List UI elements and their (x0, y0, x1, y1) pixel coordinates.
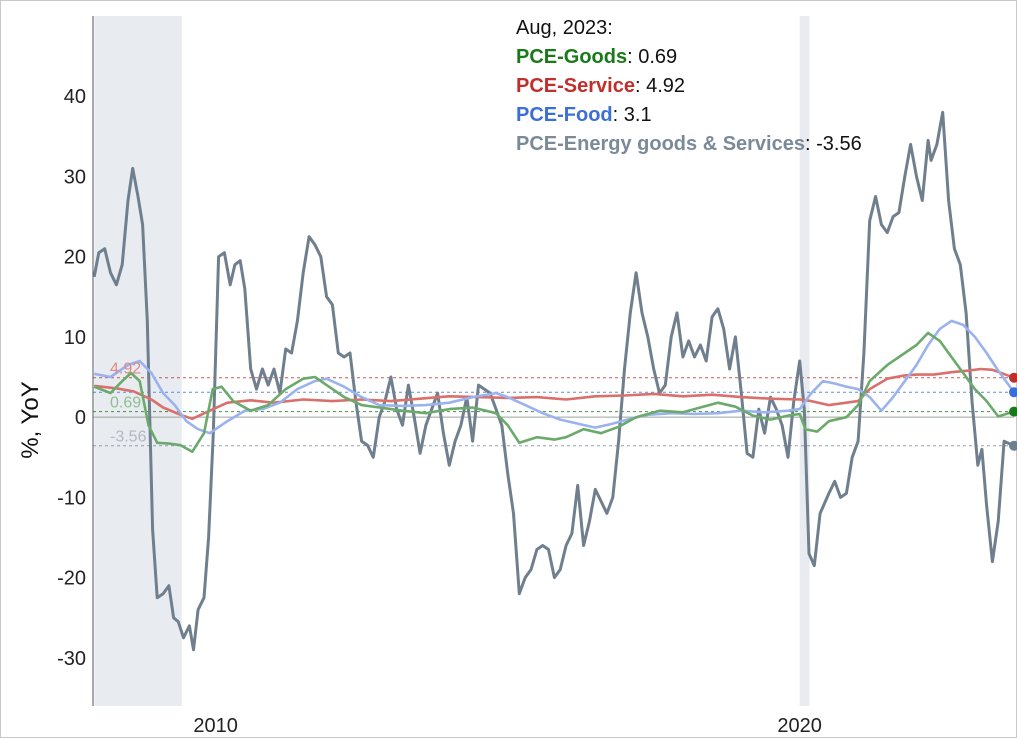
legend-item-food: PCE-Food: 3.1 (516, 104, 652, 126)
x-tick-label: 2020 (777, 715, 822, 737)
series-line-1 (94, 367, 1015, 421)
legend-item-service: PCE-Service: 4.92 (516, 75, 686, 97)
end-label-1: 0.69 (110, 395, 141, 412)
y-tick-label: -30 (57, 648, 86, 670)
y-tick-label: 40 (64, 86, 86, 108)
end-dot-2 (1009, 387, 1017, 398)
legend-value-service: 4.92 (646, 75, 686, 97)
end-dots (1009, 372, 1017, 451)
y-tick-label: 10 (64, 327, 86, 349)
recession-band-1 (799, 16, 810, 706)
series-line-2 (93, 319, 1016, 435)
y-tick-label: 0 (75, 407, 86, 429)
legend-item-goods: PCE-Goods: 0.69 (516, 46, 678, 68)
legend-value-food: 3.1 (623, 104, 652, 126)
axes: -30 -20 -10 0 10 20 30 40 2010 2020 (57, 16, 822, 737)
legend-name-energy: PCE-Energy goods & Services (516, 133, 805, 155)
end-dot-3 (1009, 440, 1017, 451)
y-tick-label: -20 (57, 568, 86, 590)
legend-item-energy: PCE-Energy goods & Services: -3.56 (516, 133, 862, 155)
y-axis-label: %, YoY (17, 381, 44, 458)
reference-lines (93, 377, 1014, 447)
end-labels: 4.92 0.69 -3.56 (110, 361, 147, 446)
y-tick-label: -10 (57, 487, 86, 509)
series-lines (92, 110, 1016, 652)
x-tick-label: 2010 (193, 715, 238, 737)
legend-name-food: PCE-Food (516, 104, 613, 126)
legend-name-goods: PCE-Goods (516, 46, 628, 68)
end-dot-1 (1009, 372, 1017, 383)
tooltip-header: Aug, 2023: (516, 17, 613, 39)
legend-name-service: PCE-Service (516, 75, 635, 97)
legend-value-energy: -3.56 (816, 133, 862, 155)
y-tick-label: 30 (64, 166, 86, 188)
y-tick-label: 20 (64, 247, 86, 269)
end-dot-0 (1009, 406, 1017, 417)
series-line-0 (93, 331, 1015, 453)
series-line-3 (92, 110, 1015, 652)
end-label-0: 4.92 (110, 361, 141, 378)
end-label-2: -3.56 (110, 429, 147, 446)
tooltip-legend: Aug, 2023: PCE-Goods: 0.69 PCE-Service: … (516, 14, 862, 159)
legend-value-goods: 0.69 (638, 46, 678, 68)
